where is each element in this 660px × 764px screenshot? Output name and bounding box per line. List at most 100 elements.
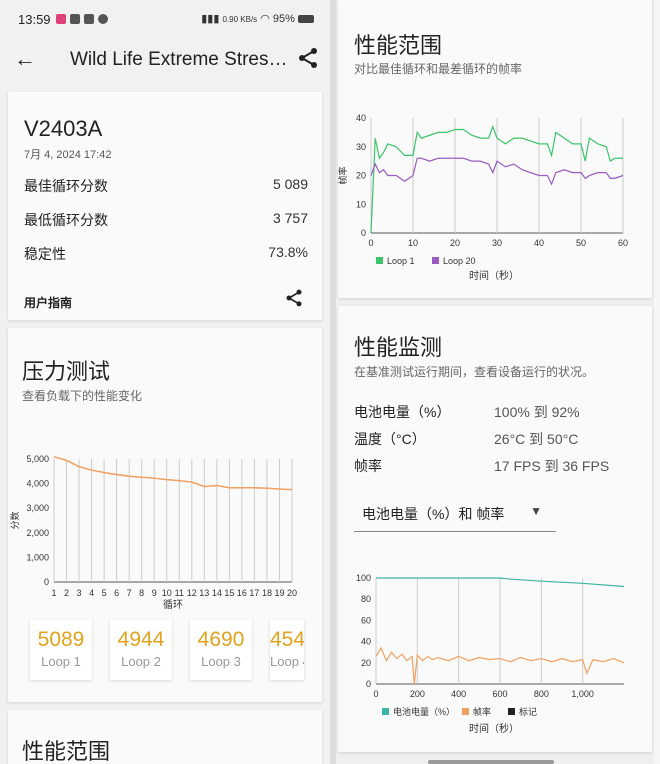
legend-label: 标记: [519, 706, 537, 717]
range-card-left: [8, 710, 322, 764]
performance-range-card: [338, 0, 652, 298]
score-line: [53, 456, 293, 491]
x-tick-label: 1: [51, 588, 56, 598]
x-axis-label: 时间（秒）: [469, 269, 519, 282]
y-tick-label: 1,000: [26, 552, 49, 562]
legend-swatch: [462, 708, 469, 715]
y-tick-label: 2,000: [26, 528, 49, 538]
lowest-loop-value: 3 757: [272, 210, 308, 226]
wifi-icon: ◠: [260, 13, 270, 25]
y-axis-label: 帧率: [337, 166, 348, 184]
loop-score: 5089: [37, 628, 85, 651]
battery-label: 电池电量（%）: [354, 404, 451, 420]
x-tick-label: 60: [618, 238, 628, 248]
user-guide-link[interactable]: 用户指南: [24, 296, 73, 310]
loop-label: Loop 2: [121, 654, 161, 669]
x-tick-label: 600: [492, 689, 507, 699]
y-tick-label: 40: [361, 637, 371, 647]
loop-tile[interactable]: 4690 Loop 3: [190, 620, 252, 680]
x-tick-label: 50: [576, 238, 586, 248]
x-tick-label: 16: [237, 588, 247, 598]
legend-label: 帧率: [473, 706, 491, 717]
back-arrow-icon[interactable]: ←: [14, 46, 36, 71]
x-tick-label: 40: [534, 238, 544, 248]
monitor-subtitle: 在基准测试运行期间，查看设备运行的状况。: [354, 365, 595, 379]
legend-label: Loop 20: [443, 256, 476, 266]
loop-tile[interactable]: 5089 Loop 1: [30, 620, 92, 680]
loop-label: Loop 4: [270, 654, 304, 669]
series-line-1: [376, 577, 625, 588]
y-axis-label: 分数: [9, 511, 20, 529]
status-right: ▮▮▮ 0.90 KB/s ◠ 95%: [201, 12, 314, 25]
y-tick-label: 5,000: [26, 454, 49, 464]
x-tick-label: 20: [287, 588, 297, 598]
x-tick-label: 400: [451, 689, 466, 699]
x-tick-label: 3: [77, 588, 82, 598]
x-tick-label: 4: [89, 588, 94, 598]
loop-score: 4545: [270, 628, 304, 651]
right-edge: [654, 0, 660, 764]
legend-swatch: [382, 708, 389, 715]
x-tick-label: 14: [212, 588, 222, 598]
home-indicator: [428, 760, 554, 764]
series-line-1: [370, 124, 623, 234]
test-date: 7月 4, 2024 17:42: [24, 149, 112, 161]
battery-icon: [298, 15, 314, 24]
x-tick-label: 8: [139, 588, 144, 598]
summary-card: V2403A 7月 4, 2024 17:42 最佳循环分数 5 089 最低循…: [8, 92, 322, 320]
status-bar: 13:59 ▮▮▮ 0.90 KB/s ◠ 95%: [0, 0, 330, 38]
loop-label: Loop 3: [201, 654, 241, 669]
series-line-2: [375, 646, 625, 685]
stability-value: 73.8%: [268, 244, 308, 260]
right-pane: 性能范围 对比最佳循环和最差循环的帧率 0 10 20 30 40 50 60 0 10 20 30…: [336, 0, 654, 764]
temperature-label: 温度（°C）: [354, 431, 426, 447]
split-divider[interactable]: [330, 0, 336, 764]
stability-label: 稳定性: [24, 246, 66, 262]
x-tick-label: 2: [64, 588, 69, 598]
y-tick-label: 20: [356, 171, 366, 181]
best-loop-label: 最佳循环分数: [24, 178, 108, 194]
x-tick-label: 7: [127, 588, 132, 598]
status-time: 13:59: [18, 12, 51, 27]
monitor-title: 性能监测: [354, 335, 443, 360]
app-bar: ← Wild Life Extreme Stress Test: [0, 38, 330, 82]
series-line-2: [370, 157, 624, 186]
x-axis-label: 循环: [163, 598, 183, 611]
share-icon[interactable]: [284, 288, 304, 308]
battery-value: 100% 到 92%: [494, 404, 580, 420]
app-notification-icon: [98, 14, 108, 24]
y-tick-label: 60: [361, 615, 371, 625]
dropdown-selected: 电池电量（%）和 帧率: [362, 506, 505, 522]
range-title-left: 性能范围: [22, 739, 111, 764]
y-tick-label: 0: [366, 679, 371, 689]
loop-tile[interactable]: 4545 Loop 4: [270, 620, 304, 680]
legend-label: Loop 1: [387, 256, 415, 266]
fps-range-chart: 0 10 20 30 40 50 60 0 10 20 30 40 帧率 Loop 1 Loop 20 时间（…: [337, 113, 628, 282]
y-tick-label: 100: [356, 573, 371, 583]
page-title: Wild Life Extreme Stress Test: [70, 49, 290, 70]
x-tick-label: 19: [274, 588, 284, 598]
y-tick-label: 0: [44, 577, 49, 587]
metric-dropdown[interactable]: 电池电量（%）和 帧率 ▼: [354, 496, 556, 532]
loop-score: 4944: [117, 628, 165, 651]
legend-swatch: [432, 257, 439, 264]
framerate-label: 帧率: [354, 458, 382, 474]
x-tick-label: 0: [373, 689, 378, 699]
y-tick-label: 0: [361, 228, 366, 238]
legend-swatch: [508, 708, 515, 715]
x-tick-label: 200: [410, 689, 425, 699]
loop-label: Loop 1: [41, 654, 81, 669]
share-icon[interactable]: [296, 46, 320, 70]
x-tick-label: 20: [450, 238, 460, 248]
loop-tile[interactable]: 4944 Loop 2: [110, 620, 172, 680]
battery-text: 95%: [272, 13, 295, 25]
stress-test-subtitle: 查看负载下的性能变化: [22, 389, 143, 403]
x-tick-label: 17: [249, 588, 259, 598]
app-notification-icon: [56, 14, 66, 24]
best-loop-value: 5 089: [272, 176, 308, 192]
network-speed: 0.90 KB/s: [222, 15, 258, 24]
y-tick-label: 80: [361, 594, 371, 604]
legend-label: 电池电量（%）: [393, 706, 455, 717]
y-tick-label: 10: [356, 199, 366, 209]
score-chart: 1 2 3 4 5 6 7 8 9 10 11 12 13 14 15 16 17 18 19 2001,0002,0…: [9, 454, 297, 611]
